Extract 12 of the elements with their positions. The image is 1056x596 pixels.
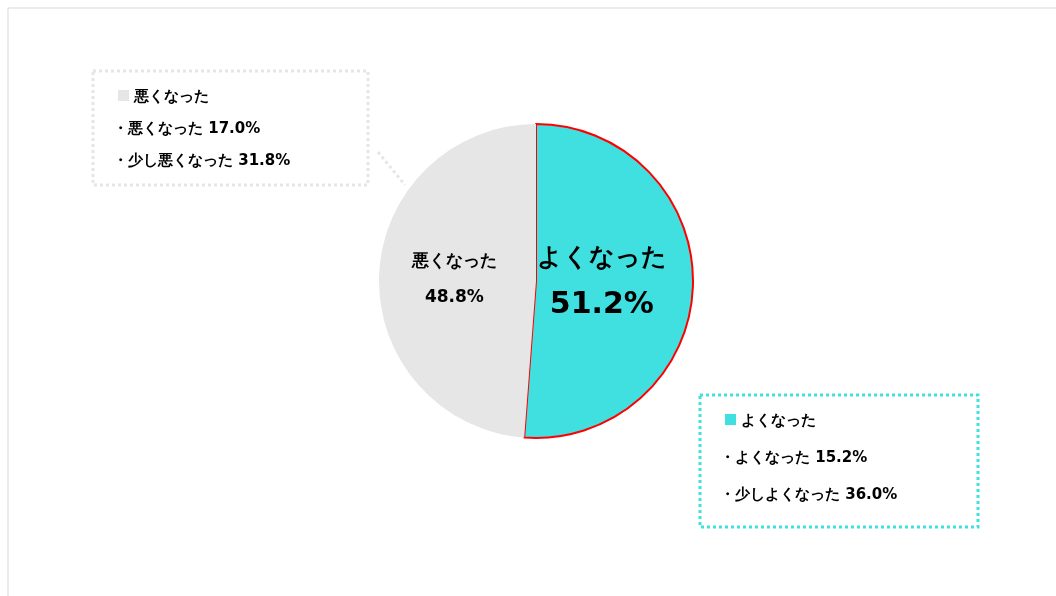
- slice-label: 悪くなった: [410, 249, 497, 270]
- slice-label: よくなった: [536, 242, 667, 272]
- data-label: 51.2%: [549, 285, 654, 321]
- text: ・少しよくなった 36.0%: [720, 484, 898, 503]
- data-label: 48.8%: [424, 285, 484, 306]
- pie-slice: [379, 124, 536, 438]
- text: ・よくなった 15.2%: [720, 447, 868, 466]
- text: ・悪くなった 17.0%: [113, 118, 261, 137]
- pie-slice: [523, 123, 694, 439]
- text: よくなった: [741, 411, 816, 429]
- text: ・少し悪くなった 31.8%: [113, 150, 291, 169]
- text: 悪くなった: [133, 87, 209, 105]
